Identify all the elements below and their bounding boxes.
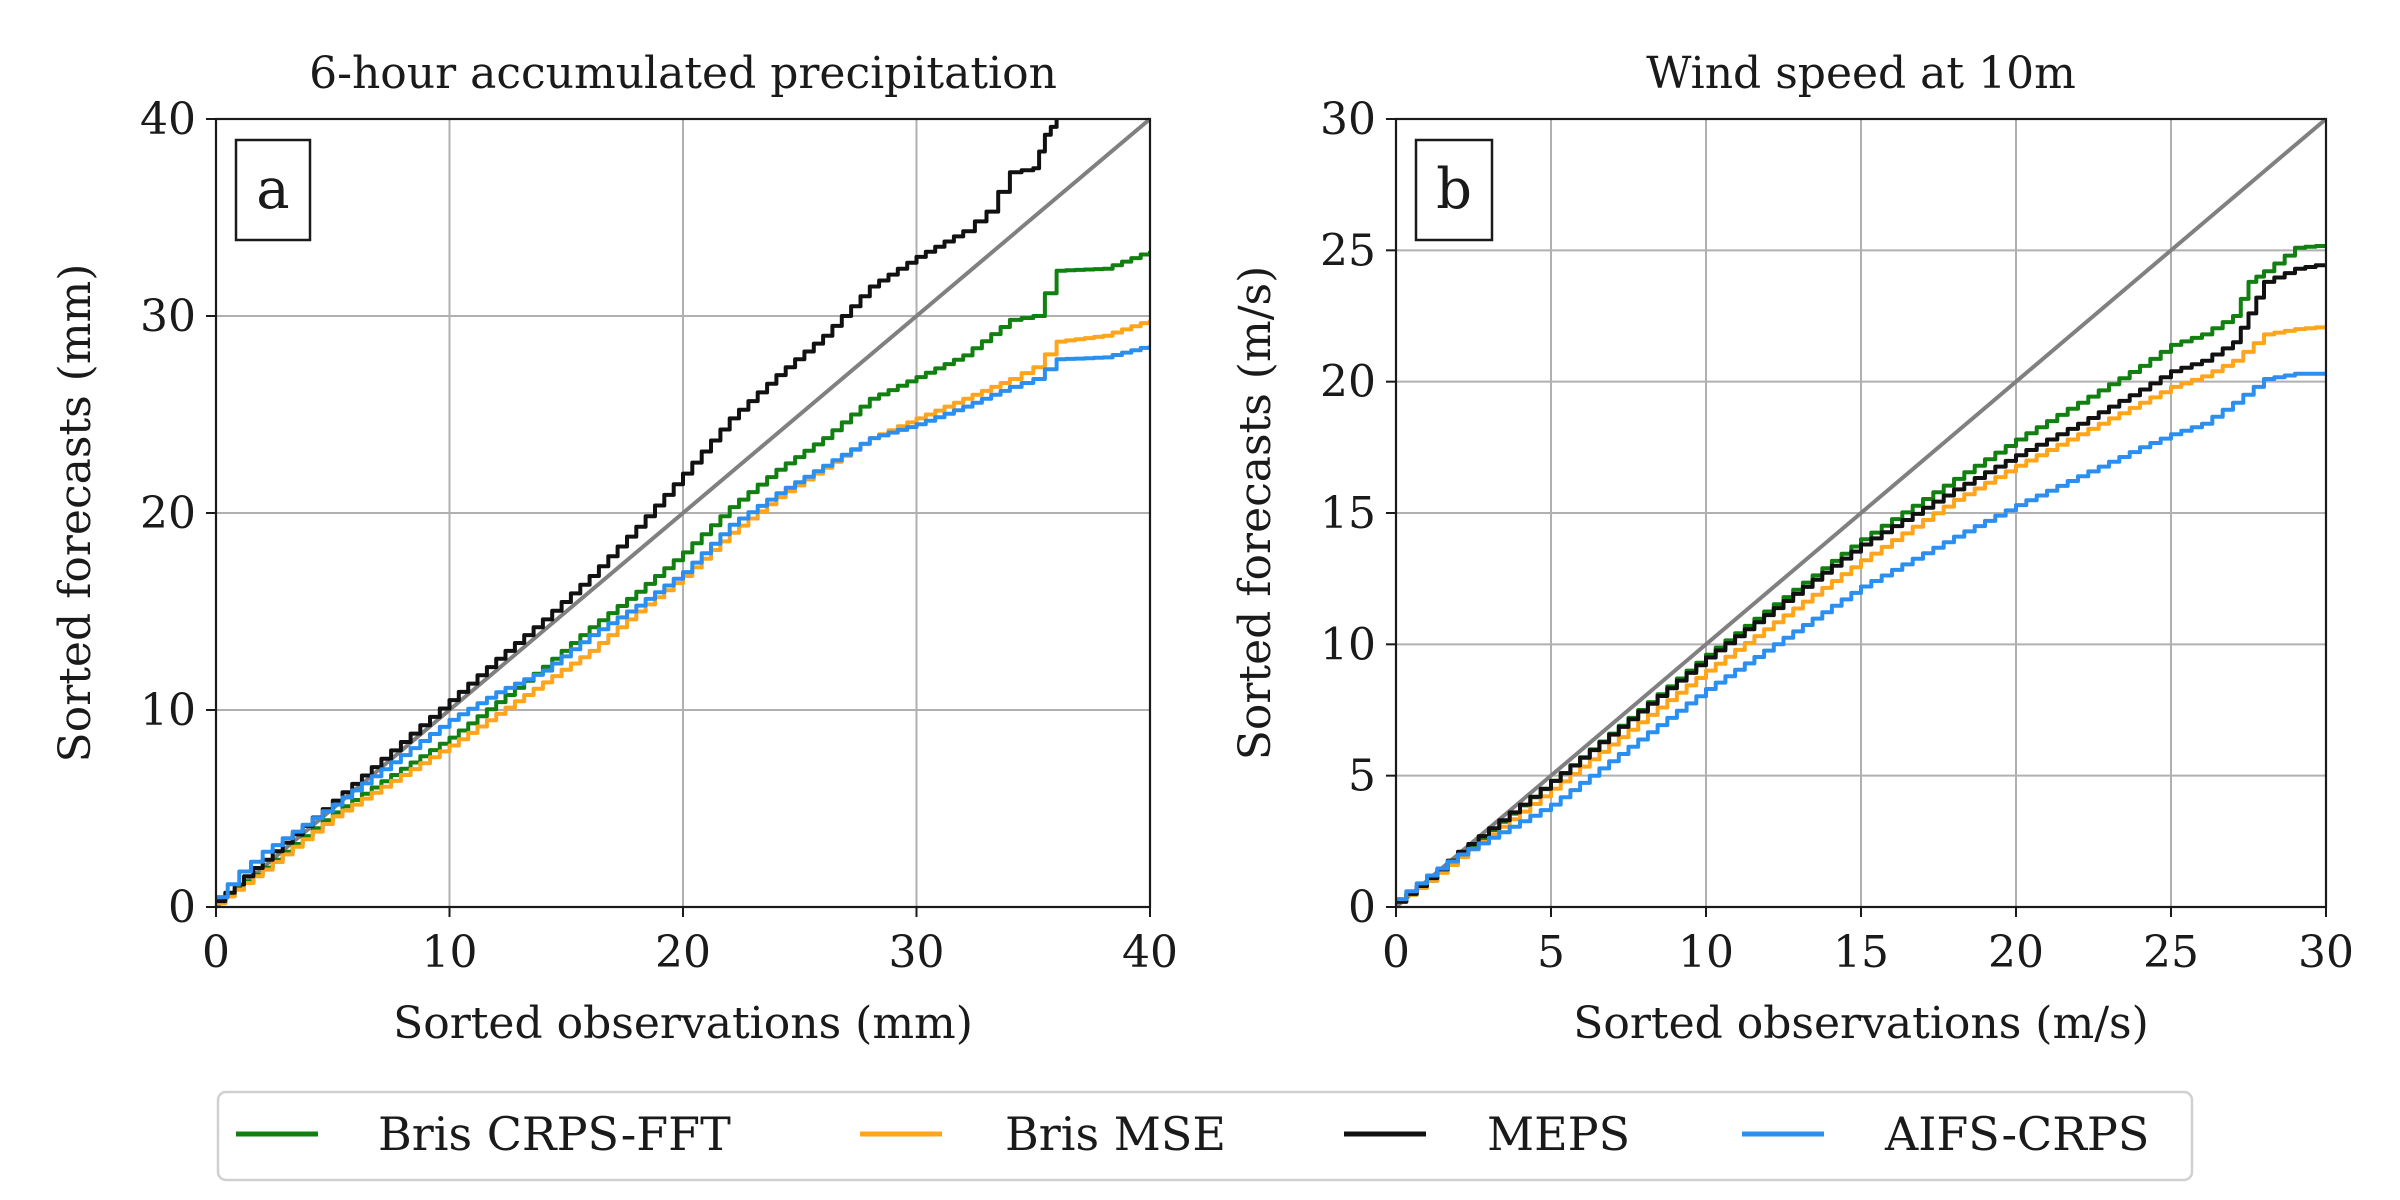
panel-b-ytick-label-0: 0: [1348, 882, 1376, 933]
panel-b-xtick-label-4: 20: [1988, 927, 2044, 978]
panel-a-precipitation: 6-hour accumulated precipitation 0 10 20 30…: [50, 48, 1178, 1049]
panel-a-xtick-label-1: 10: [422, 927, 478, 978]
panel-b-diagonal-line: [1394, 117, 2328, 909]
panel-a-label-box: a: [234, 138, 312, 242]
panel-b-reference: [1394, 117, 2328, 909]
panel-a-xtick-label-3: 30: [889, 927, 945, 978]
panel-b-label-box: b: [1414, 138, 1494, 242]
panel-b-wind-speed: Wind speed at 10m 0 5 10 15 20 25 30 0 5 10 15 20 25…: [1230, 48, 2354, 1049]
panel-b-ytick-label-3: 15: [1320, 488, 1376, 539]
panel-b-ticks: 0 5 10 15 20 25 30 0 5 10 15 20 25 30: [1320, 94, 2354, 978]
panel-a-xlabel: Sorted observations (mm): [393, 998, 973, 1049]
panel-b-label: b: [1436, 157, 1472, 222]
panel-a-series-bris-crps-fft: [216, 251, 1150, 906]
panel-b-xtick-label-5: 25: [2143, 927, 2199, 978]
panel-b-ytick-label-1: 5: [1348, 751, 1376, 802]
legend-label-bris-crps-fft: Bris CRPS-FFT: [378, 1107, 731, 1161]
panel-b-xtick-label-0: 0: [1382, 927, 1410, 978]
panel-a-xtick-label-4: 40: [1122, 927, 1178, 978]
panel-b-xtick-label-1: 5: [1537, 927, 1565, 978]
legend-entry-meps: MEPS: [1344, 1107, 1630, 1161]
panel-a-ytick-label-0: 0: [168, 882, 196, 933]
legend-label-bris-mse: Bris MSE: [1005, 1107, 1226, 1161]
panel-a-ytick-label-1: 10: [140, 685, 196, 736]
panel-a-ytick-label-2: 20: [140, 488, 196, 539]
panel-a-xtick-label-2: 20: [655, 927, 711, 978]
panel-b-ytick-label-4: 20: [1320, 357, 1376, 408]
panel-a-series-aifs-crps: [216, 345, 1150, 900]
legend-box: [216, 1090, 2194, 1182]
legend-entry-bris-mse: Bris MSE: [860, 1107, 1226, 1161]
panel-b-ylabel: Sorted forecasts (m/s): [1230, 266, 1281, 761]
legend-entry-aifs-crps: AIFS-CRPS: [1742, 1107, 2149, 1161]
legend: Bris CRPS-FFT Bris MSE MEPS AIFS-CRPS: [216, 1090, 2194, 1182]
panel-b-xtick-label-2: 10: [1678, 927, 1734, 978]
panel-b-xtick-label-3: 15: [1833, 927, 1889, 978]
panel-a-ytick-label-3: 30: [140, 291, 196, 342]
panel-a-grid: [216, 119, 1150, 907]
panel-b-series-bris-mse: [1396, 325, 2326, 904]
panel-a-ylabel: Sorted forecasts (mm): [50, 264, 101, 763]
panel-b-ytick-label-5: 25: [1320, 225, 1376, 276]
panel-a-ticks: 0 10 20 30 40 0 10 20 30 40: [140, 94, 1178, 978]
panel-a-series-meps: [216, 119, 1059, 904]
panel-b-xtick-label-6: 30: [2298, 927, 2354, 978]
panel-b-ytick-label-2: 10: [1320, 619, 1376, 670]
panel-b-title: Wind speed at 10m: [1646, 48, 2076, 99]
panel-b-series-meps: [1396, 263, 2326, 904]
panel-a-series: [216, 119, 1150, 906]
panel-b-ytick-label-6: 30: [1320, 94, 1376, 145]
legend-label-meps: MEPS: [1487, 1107, 1630, 1161]
panel-b-series: [1396, 244, 2326, 904]
panel-a-xtick-label-0: 0: [202, 927, 230, 978]
legend-entry-bris-crps-fft: Bris CRPS-FFT: [236, 1107, 731, 1161]
panel-b-series-aifs-crps: [1396, 371, 2326, 902]
panel-a-ytick-label-4: 40: [140, 94, 196, 145]
panel-b-xlabel: Sorted observations (m/s): [1573, 998, 2149, 1049]
legend-label-aifs-crps: AIFS-CRPS: [1884, 1107, 2149, 1161]
panel-a-title: 6-hour accumulated precipitation: [309, 48, 1057, 99]
panel-a-label: a: [256, 157, 289, 222]
